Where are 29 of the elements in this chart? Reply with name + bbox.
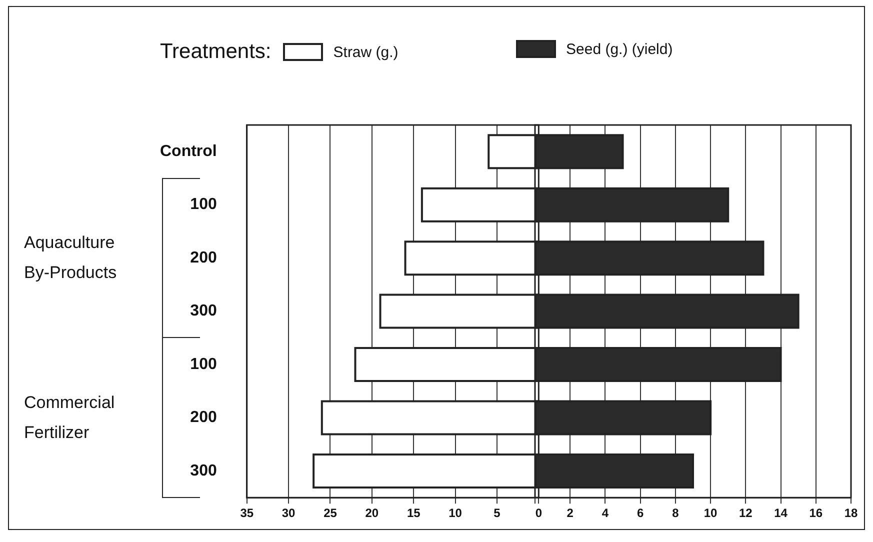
x-tick-label: 20 xyxy=(365,506,379,520)
x-tick-label: 30 xyxy=(282,506,296,520)
y-tick-label: 200 xyxy=(190,249,217,266)
legend-title: Treatments: xyxy=(160,40,272,64)
y-tick-label: 300 xyxy=(190,462,217,480)
x-tick-label: 8 xyxy=(672,506,680,520)
text: Straw (g.) xyxy=(333,44,398,60)
y-tick-label: 100 xyxy=(190,356,217,373)
x-tick-label: 14 xyxy=(774,506,788,520)
x-tick-label: 4 xyxy=(602,506,609,520)
x-tick-label: 6 xyxy=(636,506,644,520)
x-tick-label: 16 xyxy=(809,506,823,520)
text: Aquaculture By-Products xyxy=(24,232,118,284)
y-tick-label: 100 xyxy=(190,196,217,214)
x-tick-label: 35 xyxy=(240,506,254,520)
y-tick-label: Control xyxy=(160,143,217,160)
text: Commercial Fertilizer xyxy=(24,392,116,444)
x-tick-label: 15 xyxy=(406,506,421,520)
x-tick-label: 2 xyxy=(566,506,574,520)
x-tick-label: 10 xyxy=(704,506,718,520)
x-tick-label: 12 xyxy=(738,506,753,520)
legend-label: Seed (g.) (yield) xyxy=(566,40,673,58)
x-tick-label: 18 xyxy=(844,506,858,520)
y-tick-label: 300 xyxy=(190,302,217,320)
x-tick-label: 10 xyxy=(448,506,462,520)
y-tick-label: 200 xyxy=(190,409,217,426)
x-tick-label: 0 xyxy=(535,506,542,520)
x-tick-label: 5 xyxy=(494,506,501,520)
x-tick-label: 25 xyxy=(324,506,338,520)
